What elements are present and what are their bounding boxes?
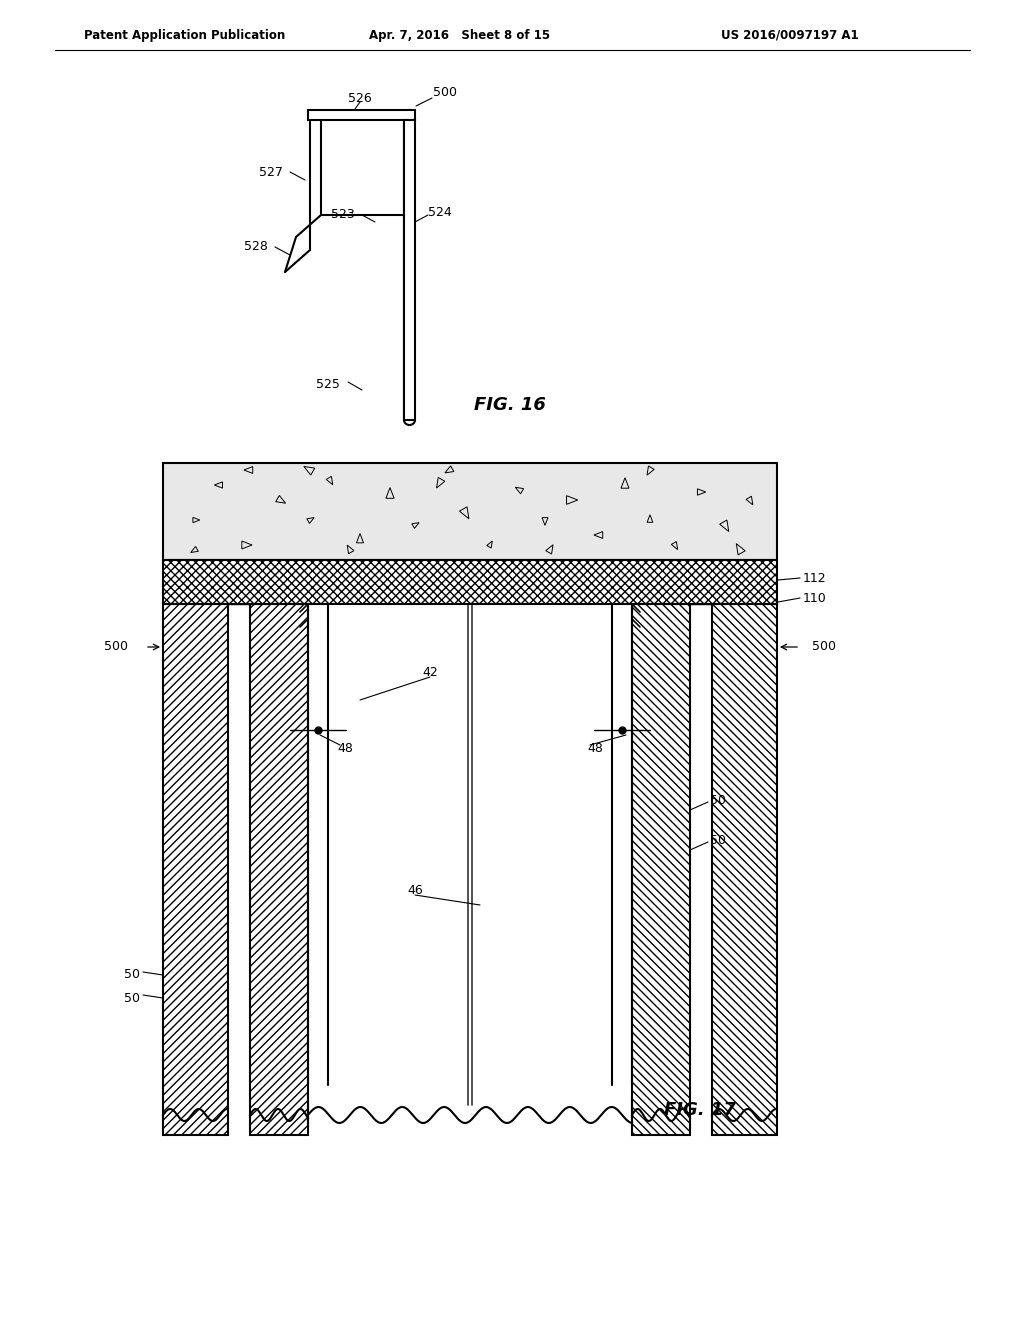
Text: Apr. 7, 2016   Sheet 8 of 15: Apr. 7, 2016 Sheet 8 of 15 [370, 29, 551, 41]
Text: 526: 526 [348, 91, 372, 104]
Bar [163, 560, 777, 605]
Text: 527: 527 [259, 165, 283, 178]
Bar [632, 605, 690, 1135]
Text: FIG. 16: FIG. 16 [474, 396, 546, 414]
Bar [308, 605, 632, 1135]
Bar [712, 605, 777, 1135]
Text: 50: 50 [124, 991, 140, 1005]
Bar [712, 605, 777, 1135]
Text: 523: 523 [331, 209, 355, 222]
Bar [163, 560, 777, 605]
Text: 524: 524 [428, 206, 452, 219]
Text: 42: 42 [422, 665, 438, 678]
Bar [163, 560, 777, 605]
Text: 48: 48 [337, 742, 353, 755]
Text: 48: 48 [587, 742, 603, 755]
Bar [308, 110, 415, 120]
Bar [712, 605, 777, 1135]
Bar [163, 463, 777, 560]
Text: 50: 50 [710, 793, 726, 807]
Text: 50: 50 [124, 969, 140, 982]
Text: 500: 500 [104, 640, 128, 653]
Bar [250, 605, 308, 1135]
Text: 50: 50 [710, 833, 726, 846]
Bar [632, 605, 690, 1135]
Text: FIG. 17: FIG. 17 [664, 1101, 736, 1119]
Bar [250, 605, 308, 1135]
Bar [163, 605, 228, 1135]
Text: 110: 110 [803, 591, 826, 605]
Text: 500: 500 [812, 640, 836, 653]
Bar [404, 120, 415, 420]
Text: 112: 112 [803, 572, 826, 585]
Text: 46: 46 [408, 883, 423, 896]
Bar [163, 605, 228, 1135]
Text: 528: 528 [244, 240, 268, 253]
Bar [250, 605, 308, 1135]
Text: US 2016/0097197 A1: US 2016/0097197 A1 [721, 29, 859, 41]
Text: 525: 525 [316, 379, 340, 392]
Bar [163, 605, 228, 1135]
Text: 500: 500 [433, 86, 457, 99]
Bar [632, 605, 690, 1135]
Text: Patent Application Publication: Patent Application Publication [84, 29, 286, 41]
